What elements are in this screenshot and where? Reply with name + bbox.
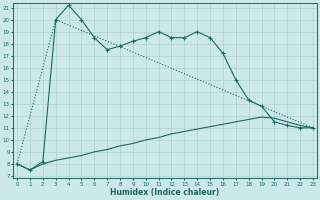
- X-axis label: Humidex (Indice chaleur): Humidex (Indice chaleur): [110, 188, 220, 197]
